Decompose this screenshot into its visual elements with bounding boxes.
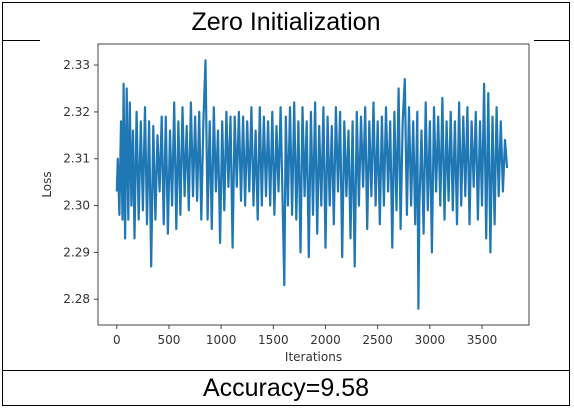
title-divider-left	[2, 40, 40, 41]
x-axis: 0 500 1000 1500 2000 2500 3000 3500	[113, 325, 497, 347]
y-tick-label: 2.30	[63, 199, 90, 213]
x-tick-label: 1500	[258, 333, 289, 347]
y-tick-label: 2.31	[63, 152, 90, 166]
y-axis: 2.28 2.29 2.30 2.31 2.32 2.33	[63, 58, 98, 306]
title-divider-right	[534, 40, 570, 41]
y-tick-label: 2.29	[63, 245, 90, 259]
y-tick-label: 2.33	[63, 58, 90, 72]
loss-series-line	[115, 59, 509, 310]
series-layer	[115, 59, 509, 310]
x-tick-label: 3000	[415, 333, 446, 347]
outer-frame	[2, 2, 570, 406]
accuracy-caption: Accuracy=9.58	[202, 374, 370, 402]
x-tick-label: 3500	[467, 333, 498, 347]
x-tick-label: 500	[158, 333, 181, 347]
x-tick-label: 2500	[362, 333, 393, 347]
x-axis-label: Iterations	[285, 350, 342, 364]
y-tick-label: 2.28	[63, 292, 90, 306]
x-tick-label: 1000	[206, 333, 237, 347]
page-title: Zero Initialization	[191, 8, 381, 36]
footer-divider	[2, 370, 570, 371]
y-tick-label: 2.32	[63, 105, 90, 119]
y-axis-label: Loss	[40, 171, 54, 197]
plot-area	[97, 43, 530, 326]
x-tick-label: 0	[113, 333, 121, 347]
x-tick-label: 2000	[310, 333, 341, 347]
